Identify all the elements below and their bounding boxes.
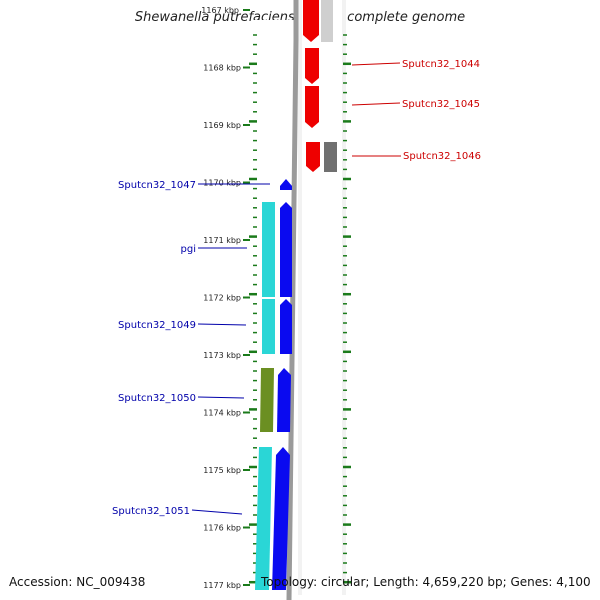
forward-gene-arrow[interactable]	[280, 299, 292, 354]
pseudo-gene-block[interactable]	[324, 142, 337, 172]
reverse-gene-arrow[interactable]	[305, 86, 319, 128]
right-tick-ruler	[343, 34, 351, 584]
genome-summary: Topology: circular; Length: 4,659,220 bp…	[261, 575, 591, 589]
reverse-gene-arrow[interactable]	[303, 0, 319, 42]
gene-label[interactable]: Sputcn32_1046	[403, 151, 481, 162]
left-tick-ruler	[249, 34, 257, 584]
kbp-label: 1170 kbp	[203, 179, 241, 188]
forward-gene-arrow[interactable]	[280, 179, 292, 190]
reverse-gene-arrow[interactable]	[306, 142, 320, 172]
forward-gene-arrow[interactable]	[272, 447, 290, 590]
gene-label[interactable]: Sputcn32_1047	[118, 180, 196, 191]
gene-leader-line	[197, 396, 245, 399]
kbp-label: 1174 kbp	[203, 409, 241, 418]
forward-gene-arrow[interactable]	[280, 202, 292, 297]
kbp-label: 1168 kbp	[203, 64, 241, 73]
gene-label[interactable]: Sputcn32_1051	[112, 506, 190, 517]
kbp-label: 1171 kbp	[203, 236, 241, 245]
reverse-gene-arrow[interactable]	[305, 48, 319, 84]
kbp-label: 1175 kbp	[203, 466, 241, 475]
pseudo-gene-block[interactable]	[321, 0, 333, 42]
kbp-label: 1176 kbp	[203, 524, 241, 533]
cds-block[interactable]	[262, 202, 275, 297]
gene-leader-line	[191, 509, 243, 515]
accession-label: Accession: NC_009438	[9, 575, 146, 589]
gene-label[interactable]: Sputcn32_1049	[118, 320, 196, 331]
cds-block-olive[interactable]	[260, 368, 274, 432]
kbp-label: 1177 kbp	[203, 581, 241, 590]
gene-label[interactable]: pgi	[181, 244, 196, 255]
cds-block[interactable]	[262, 299, 275, 354]
forward-strand-features	[255, 179, 292, 590]
gene-label[interactable]: Sputcn32_1050	[118, 393, 196, 404]
gene-label[interactable]: Sputcn32_1045	[402, 99, 480, 110]
gene-label[interactable]: Sputcn32_1044	[402, 59, 480, 70]
cds-block[interactable]	[255, 447, 272, 590]
forward-gene-arrow[interactable]	[277, 368, 291, 432]
gene-leader-line	[351, 62, 401, 66]
genome-backbone	[286, 0, 299, 600]
kbp-label: 1167 kbp	[201, 6, 239, 15]
kbp-scale: 1167 kbp 1168 kbp 1169 kbp 1170 kbp 1171 kbp…	[201, 6, 250, 590]
kbp-label: 1172 kbp	[203, 294, 241, 303]
kbp-label: 1169 kbp	[203, 121, 241, 130]
kbp-label: 1173 kbp	[203, 351, 241, 360]
gene-leader-line	[351, 102, 401, 106]
reverse-strand-features	[303, 0, 337, 172]
gene-leader-line	[197, 323, 247, 326]
